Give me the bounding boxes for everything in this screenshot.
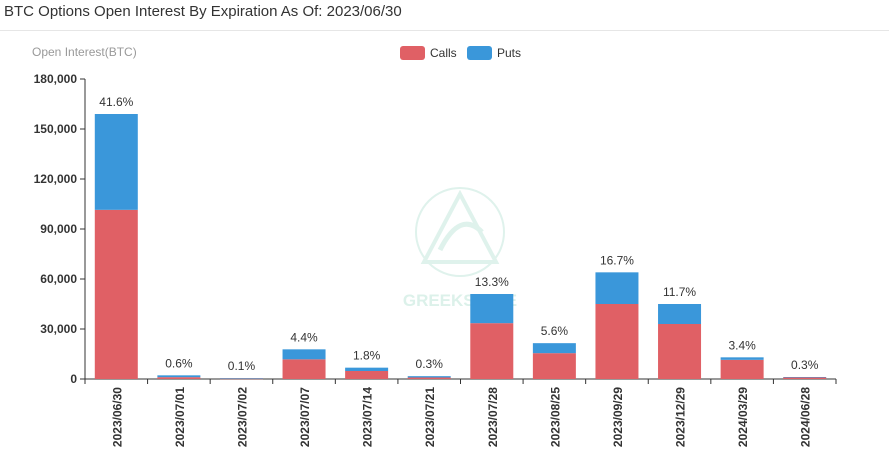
chart-title: BTC Options Open Interest By Expiration … (4, 3, 402, 20)
bar-calls-2024-06-28 (783, 377, 827, 379)
x-tick-label: 2023/07/02 (235, 387, 249, 447)
bar-calls-2023-09-29 (595, 304, 639, 379)
y-axis-title: Open Interest(BTC) (32, 45, 137, 59)
bar-calls-2023-07-02 (219, 378, 263, 380)
legend-label-calls[interactable]: Calls (430, 46, 457, 60)
y-tick-label: 0 (70, 372, 77, 386)
x-tick-label: 2024/06/28 (799, 387, 813, 447)
y-tick-label: 120,000 (34, 172, 78, 186)
bar-calls-2023-07-07 (282, 359, 326, 379)
y-tick-label: 90,000 (40, 222, 77, 236)
data-label: 0.6% (165, 356, 193, 370)
y-tick-label: 30,000 (40, 322, 77, 336)
y-tick-label: 60,000 (40, 272, 77, 286)
bar-puts-2023-07-01 (157, 375, 201, 378)
watermark-logo: GREEKS.LIVE (403, 187, 517, 310)
data-label: 3.4% (728, 338, 756, 352)
x-tick-label: 2023/07/01 (173, 387, 187, 447)
data-label: 41.6% (99, 95, 133, 109)
x-tick-label: 2023/07/28 (486, 387, 500, 447)
x-tick-label: 2023/12/29 (674, 387, 688, 447)
x-tick-label: 2023/07/07 (298, 387, 312, 447)
bar-calls-2023-12-29 (658, 324, 702, 379)
bar-calls-2023-07-28 (470, 323, 514, 379)
bar-puts-2023-07-07 (282, 349, 326, 360)
x-tick-label: 2023/06/30 (110, 387, 124, 447)
title-divider (0, 30, 889, 31)
y-tick-label: 180,000 (34, 72, 78, 86)
bar-puts-2023-08-25 (532, 343, 576, 354)
x-tick-label: 2024/03/29 (736, 387, 750, 447)
bar-puts-2023-09-29 (595, 272, 639, 304)
legend-swatch-calls[interactable] (400, 46, 425, 60)
data-label: 4.4% (290, 330, 318, 344)
data-label: 1.8% (353, 349, 381, 363)
legend-swatch-puts[interactable] (467, 46, 492, 60)
data-label: 11.7% (663, 285, 696, 299)
x-tick-label: 2023/07/21 (423, 387, 437, 447)
bar-puts-2023-07-02 (219, 378, 263, 379)
bar-calls-2023-07-14 (345, 371, 389, 379)
x-tick-label: 2023/08/25 (548, 387, 562, 447)
data-label: 0.3% (416, 357, 444, 371)
y-tick-label: 150,000 (34, 122, 78, 136)
bar-calls-2024-03-29 (720, 359, 764, 379)
bar-puts-2024-06-28 (783, 377, 827, 378)
bar-puts-2024-03-29 (720, 357, 764, 360)
bar-calls-2023-07-01 (157, 377, 201, 379)
data-label: 5.6% (541, 324, 569, 338)
data-label: 0.1% (228, 359, 256, 373)
bar-puts-2023-07-21 (407, 376, 451, 378)
bar-calls-2023-08-25 (532, 353, 576, 379)
x-tick-label: 2023/09/29 (611, 387, 625, 447)
bar-puts-2023-07-14 (345, 367, 389, 371)
x-tick-label: 2023/07/14 (361, 387, 375, 447)
legend-label-puts[interactable]: Puts (497, 46, 521, 60)
bar-puts-2023-07-28 (470, 294, 514, 324)
data-label: 16.7% (600, 253, 634, 267)
bar-calls-2023-07-21 (407, 377, 451, 379)
data-label: 0.3% (791, 358, 819, 372)
bar-calls-2023-06-30 (94, 209, 138, 379)
bar-puts-2023-12-29 (658, 304, 702, 324)
bar-puts-2023-06-30 (94, 114, 138, 210)
data-label: 13.3% (475, 275, 509, 289)
